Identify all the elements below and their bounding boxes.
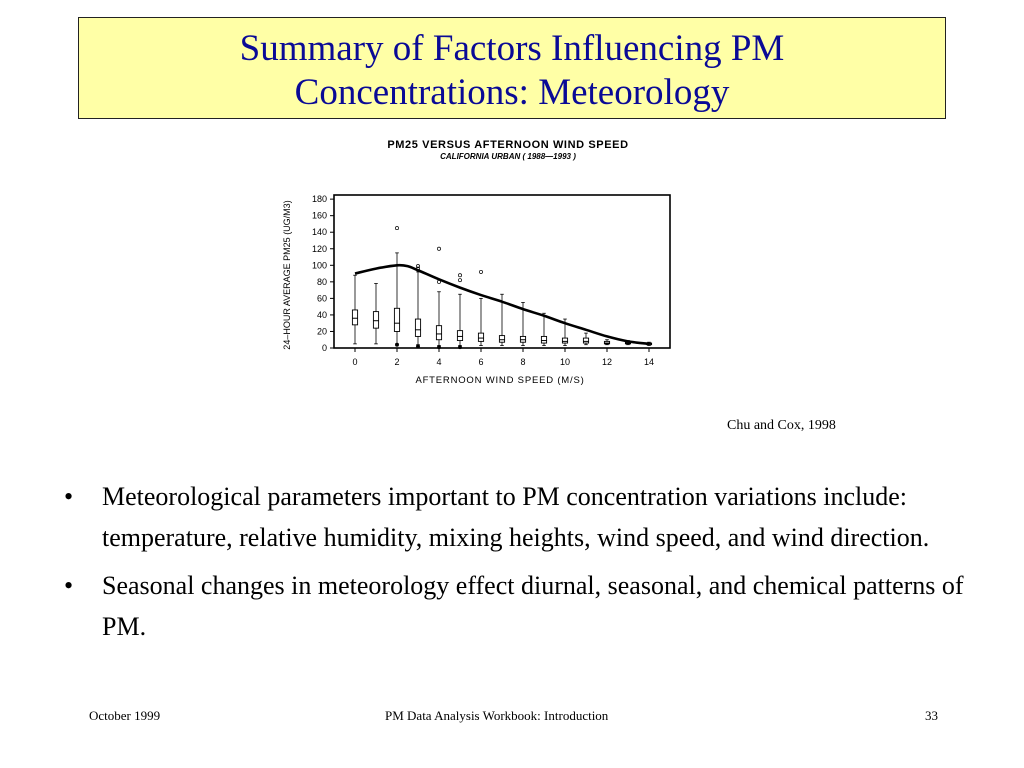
chart-figure: PM25 VERSUS AFTERNOON WIND SPEED CALIFOR…: [270, 130, 710, 400]
footer-date: October 1999: [89, 708, 161, 723]
box-plot: [372, 283, 380, 345]
x-tick-label: 10: [560, 357, 570, 367]
box-plot: [435, 246, 443, 350]
iqr-box: [456, 330, 464, 342]
pm25-wind-speed-chart: PM25 VERSUS AFTERNOON WIND SPEED CALIFOR…: [282, 139, 671, 386]
slide-title-line-2: Concentrations: Meteorology: [294, 72, 730, 113]
x-axis-label: AFTERNOON WIND SPEED (M/S): [415, 375, 584, 386]
box-plot: [603, 339, 611, 346]
bullet-dot: •: [64, 482, 74, 511]
iqr-box: [498, 335, 506, 343]
outlier-point: [437, 345, 441, 350]
iqr-box: [372, 311, 380, 329]
trend-line: [354, 263, 650, 346]
x-tick-label: 8: [520, 357, 525, 367]
outlier-point: [458, 273, 462, 278]
x-axis-ticks: 0 2 4 6 8 10 12 14: [352, 348, 654, 367]
y-tick-label: 0: [322, 343, 327, 353]
iqr-box: [393, 307, 401, 332]
y-tick-label: 180: [312, 194, 327, 204]
bullet-item: • Meteorological parameters important to…: [64, 476, 964, 558]
outlier-point: [395, 342, 399, 347]
plot-frame: [333, 194, 671, 349]
iqr-box: [351, 309, 359, 326]
x-tick-label: 2: [394, 357, 399, 367]
x-tick-label: 12: [602, 357, 612, 367]
box-plot: [351, 274, 359, 345]
slide-number: 33: [925, 708, 938, 723]
chart-source-caption: Chu and Cox, 1998: [727, 418, 836, 433]
box-plot: [582, 332, 590, 346]
iqr-box: [477, 332, 485, 342]
chart-subtitle: CALIFORNIA URBAN ( 1988—1993 ): [440, 152, 576, 161]
bullet-text: Seasonal changes in meteorology effect d…: [102, 571, 964, 641]
y-axis-ticks: 0 20 40 60 80 100 120 140 160 180: [312, 194, 334, 353]
outlier-point: [437, 246, 441, 251]
y-tick-label: 160: [312, 211, 327, 221]
bullet-list: • Meteorological parameters important to…: [64, 476, 964, 654]
bullet-dot: •: [64, 571, 74, 600]
box-plot: [540, 312, 548, 346]
iqr-box: [540, 335, 548, 344]
title-box: Summary of Factors Influencing PM Concen…: [78, 17, 946, 119]
outlier-point: [458, 345, 462, 350]
iqr-box: [414, 318, 422, 337]
x-tick-label: 6: [478, 357, 483, 367]
x-tick-label: 4: [436, 357, 441, 367]
iqr-box: [561, 337, 569, 344]
x-tick-label: 0: [352, 357, 357, 367]
y-tick-label: 60: [317, 293, 327, 303]
box-series: [351, 226, 653, 350]
y-tick-label: 120: [312, 244, 327, 254]
box-plot: [414, 264, 422, 349]
footer-title: PM Data Analysis Workbook: Introduction: [385, 708, 609, 723]
outlier-point: [479, 269, 483, 274]
outlier-point: [395, 226, 399, 231]
y-axis-label: 24–HOUR AVERAGE PM25 (UG/M3): [282, 200, 292, 349]
outlier-point: [416, 344, 420, 349]
iqr-box: [582, 337, 590, 344]
y-tick-label: 100: [312, 260, 327, 270]
x-tick-label: 14: [644, 357, 654, 367]
chart-title: PM25 VERSUS AFTERNOON WIND SPEED: [387, 139, 628, 151]
bullet-item: • Seasonal changes in meteorology effect…: [64, 565, 964, 647]
outlier-point: [416, 264, 420, 269]
box-plot: [477, 269, 485, 346]
outlier-point: [458, 278, 462, 283]
iqr-box: [435, 325, 443, 341]
y-tick-label: 40: [317, 310, 327, 320]
box-plot: [456, 273, 464, 350]
bullet-text: Meteorological parameters important to P…: [102, 482, 930, 552]
box-plot: [393, 226, 401, 347]
y-tick-label: 20: [317, 326, 327, 336]
y-tick-label: 140: [312, 227, 327, 237]
y-tick-label: 80: [317, 277, 327, 287]
slide-title-line-1: Summary of Factors Influencing PM: [239, 28, 785, 69]
